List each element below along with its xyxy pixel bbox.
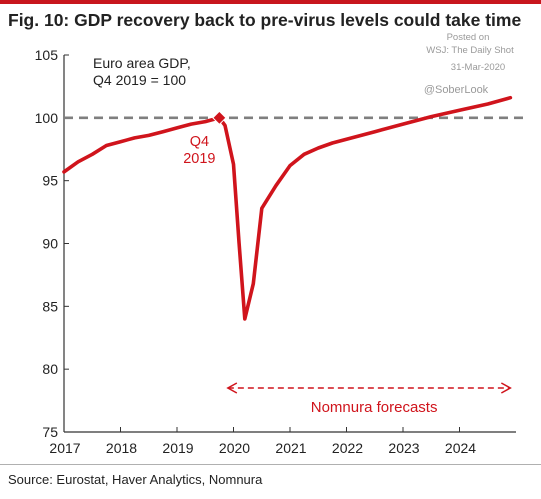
watermark-handle: @SoberLook [424, 84, 489, 96]
x-tick-label: 2021 [275, 440, 306, 456]
chart-title: Fig. 10: GDP recovery back to pre-virus … [8, 10, 522, 30]
x-tick-label: 2018 [106, 440, 137, 456]
watermark-date: 31-Mar-2020 [451, 62, 505, 73]
y-tick-label: 80 [42, 361, 58, 377]
forecast-arrow-left-head [226, 382, 238, 394]
watermark-source: WSJ: The Daily Shot [426, 45, 514, 56]
marker-label-year: 2019 [183, 151, 215, 167]
forecast-arrow-right-head [500, 382, 512, 394]
y-tick-label: 105 [35, 47, 59, 63]
q4-2019-marker [212, 110, 227, 126]
x-tick-label: 2019 [162, 440, 193, 456]
y-tick-label: 85 [42, 298, 58, 314]
x-tick-label: 2024 [445, 440, 476, 456]
legend-label-line2: Q4 2019 = 100 [93, 72, 186, 88]
y-tick-label: 100 [35, 110, 59, 126]
forecast-label: Nomnura forecasts [311, 399, 438, 416]
x-tick-label: 2017 [49, 440, 80, 456]
y-tick-label: 90 [42, 236, 58, 252]
y-tick-label: 95 [42, 173, 58, 189]
x-tick-label: 2022 [332, 440, 363, 456]
x-tick-label: 2020 [219, 440, 250, 456]
source-note: Source: Eurostat, Haver Analytics, Nomnu… [8, 472, 263, 487]
series-line-euro-area-gdp [62, 95, 513, 321]
source-divider [0, 464, 541, 465]
watermark: Posted on WSJ: The Daily Shot 31-Mar-202… [424, 32, 514, 96]
watermark-posted-on: Posted on [447, 32, 490, 43]
y-tick-label: 75 [42, 424, 58, 440]
title-top-rule [0, 0, 541, 4]
legend-label-line1: Euro area GDP, [93, 55, 191, 71]
marker-label-q4: Q4 [190, 134, 209, 150]
x-tick-label: 2023 [388, 440, 419, 456]
